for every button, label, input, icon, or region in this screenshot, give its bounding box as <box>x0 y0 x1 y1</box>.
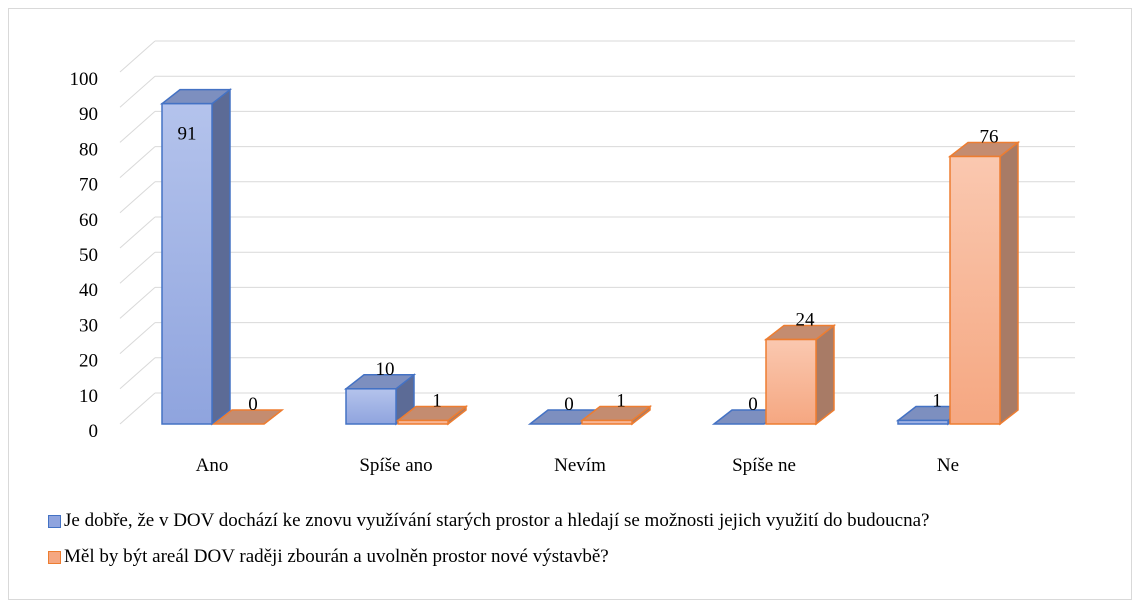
legend-entry: Je dobře, že v DOV dochází ke znovu využ… <box>48 508 1088 534</box>
y-tick-label: 30 <box>79 315 98 336</box>
value-label: 24 <box>796 310 816 331</box>
x-tick-label: Nevím <box>554 455 606 476</box>
bar <box>949 155 1001 425</box>
x-tick-label: Ano <box>196 455 229 476</box>
grid-line <box>119 251 156 284</box>
bar-side <box>211 88 231 426</box>
chart-frame <box>8 8 1132 600</box>
bar <box>345 388 397 425</box>
y-tick-label: 60 <box>79 210 98 231</box>
x-tick-label: Ne <box>937 455 959 476</box>
y-tick-label: 10 <box>79 386 98 407</box>
y-tick-label: 50 <box>79 245 98 266</box>
legend-swatch <box>48 515 61 528</box>
grid-line <box>119 357 156 390</box>
value-label: 0 <box>748 394 758 415</box>
grid-line <box>119 392 156 425</box>
y-tick-label: 20 <box>79 351 98 372</box>
grid-line <box>119 75 156 108</box>
y-tick-label: 80 <box>79 139 98 160</box>
legend-label: Měl by být areál DOV raději zbourán a uv… <box>64 546 609 567</box>
bar <box>397 419 449 425</box>
value-label: 1 <box>616 390 626 411</box>
value-label: 1 <box>432 390 442 411</box>
grid-line <box>119 181 156 214</box>
value-label: 10 <box>376 359 395 380</box>
bar <box>765 338 817 425</box>
legend-label: Je dobře, že v DOV dochází ke znovu využ… <box>64 510 930 531</box>
legend-swatch <box>48 551 61 564</box>
x-tick-label: Spíše ne <box>732 455 796 476</box>
bar-top <box>211 409 285 425</box>
grid-line <box>119 322 156 354</box>
bar <box>897 419 949 425</box>
bar <box>581 419 633 425</box>
legend-entry: Měl by být areál DOV raději zbourán a uv… <box>48 544 1088 570</box>
value-label: 0 <box>564 394 574 415</box>
grid-line <box>119 216 156 249</box>
legend: Je dobře, že v DOV dochází ke znovu využ… <box>48 508 1088 580</box>
y-tick-label: 0 <box>89 421 99 442</box>
value-label: 1 <box>932 390 942 411</box>
value-label: 76 <box>980 126 999 147</box>
bar-side <box>999 140 1019 426</box>
value-label: 91 <box>178 124 197 145</box>
value-label: 0 <box>248 394 258 415</box>
bar-side <box>815 323 835 426</box>
grid-line <box>119 111 156 143</box>
x-tick-label: Spíše ano <box>359 455 432 476</box>
bar <box>161 102 213 425</box>
y-tick-label: 90 <box>79 104 98 125</box>
grid-line <box>119 146 156 178</box>
y-tick-label: 70 <box>79 175 98 196</box>
grid-line <box>119 40 156 73</box>
y-tick-label: 100 <box>70 69 99 90</box>
y-tick-label: 40 <box>79 280 98 301</box>
grid-line <box>119 287 156 319</box>
